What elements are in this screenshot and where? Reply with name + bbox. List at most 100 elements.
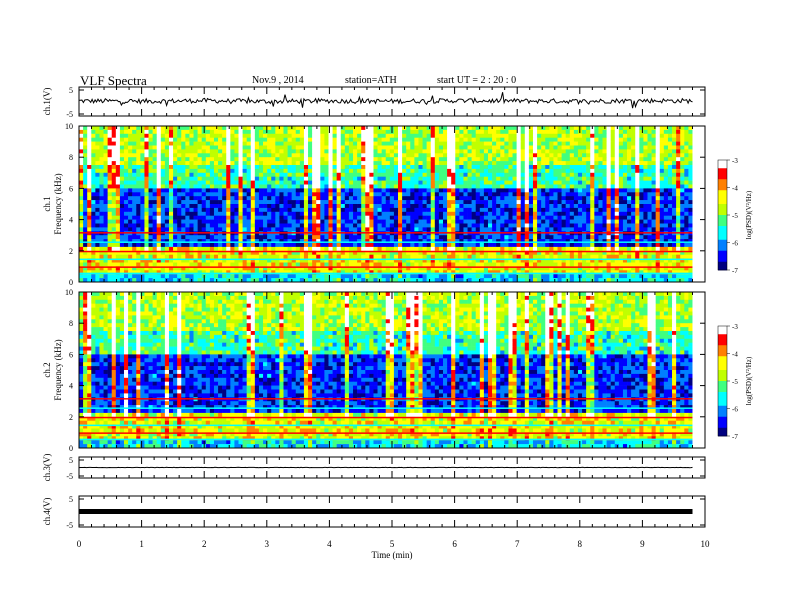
ch2-cell xyxy=(312,141,317,146)
ch2-cell xyxy=(316,243,321,248)
ch2-cell xyxy=(83,239,88,244)
ch2-cell xyxy=(418,204,423,209)
ch2-cell xyxy=(312,239,317,244)
ch2-cell xyxy=(627,141,632,146)
ch2-cell xyxy=(541,243,546,248)
ch2-cell xyxy=(312,168,317,174)
ch2-cell xyxy=(483,180,489,185)
ch2-cell xyxy=(189,219,194,224)
ch2-cell xyxy=(553,161,558,166)
ch2-cell xyxy=(316,204,321,209)
ch2-cell xyxy=(406,137,411,142)
ch2-cell xyxy=(308,215,313,220)
ch2-cell xyxy=(83,207,88,213)
ch2-cell xyxy=(663,211,669,216)
ch2-cell xyxy=(475,204,481,209)
ch2-cell xyxy=(107,126,113,131)
ch2-cell xyxy=(631,219,636,224)
ch2-cell xyxy=(234,223,239,228)
ch2-cell xyxy=(496,223,501,228)
ch2-cell xyxy=(618,188,624,193)
ch2-cell xyxy=(230,137,235,142)
ch2-cell xyxy=(545,157,550,162)
ch2-cell xyxy=(549,188,554,193)
ch2-cell xyxy=(213,196,219,201)
ch2-cell xyxy=(254,180,260,185)
ch2-cell xyxy=(524,153,530,158)
ch2-cell xyxy=(242,176,247,181)
ch2-cell xyxy=(263,165,268,170)
ch2-cell xyxy=(222,196,227,201)
ch2-cell xyxy=(123,243,129,248)
ch2-cell xyxy=(508,227,513,232)
ch2-cell xyxy=(209,219,215,224)
ch2-cell xyxy=(422,227,427,232)
ch2-cell xyxy=(569,126,575,131)
ch2-cell xyxy=(123,215,129,220)
ch2-cell xyxy=(242,243,247,248)
ch2-cell xyxy=(258,223,264,228)
ch2-cell xyxy=(254,133,260,138)
ch2-cell xyxy=(504,168,509,174)
ch2-cell xyxy=(242,165,247,170)
ch2-cell xyxy=(205,180,211,185)
ch2-cell xyxy=(242,215,247,220)
ch2-cell xyxy=(414,192,419,197)
ch2-cell xyxy=(287,184,292,189)
ch2-cell xyxy=(532,215,538,220)
ch2-cell xyxy=(492,196,497,201)
ch2-cell xyxy=(451,243,456,248)
ch2-cell xyxy=(246,192,252,197)
ch2-cell xyxy=(328,180,333,185)
ch2-cell xyxy=(537,243,542,248)
ch2-cell xyxy=(365,126,370,131)
ch2-cell xyxy=(627,126,632,131)
ch2-cell xyxy=(295,250,301,255)
ch2-cell xyxy=(258,239,264,244)
ch2-cell xyxy=(520,207,526,213)
ch2-cell xyxy=(610,141,616,146)
ch2-cell xyxy=(381,219,387,224)
ch2-cell xyxy=(573,126,579,131)
ch2-cell xyxy=(365,250,370,255)
ch2-cell xyxy=(242,207,247,213)
ch2-cell xyxy=(291,149,297,154)
ch2-cell xyxy=(553,184,558,189)
ch2-cell xyxy=(87,239,92,244)
ch2-cell xyxy=(549,219,554,224)
ch2-cell xyxy=(353,207,358,213)
ch2-cell xyxy=(598,246,603,252)
ch2-cell xyxy=(520,161,526,166)
ch2-cell xyxy=(471,235,477,240)
ch2-cell xyxy=(128,243,133,248)
ch2-cell xyxy=(594,204,599,209)
ch2-cell xyxy=(422,239,427,244)
ch2-cell xyxy=(398,239,403,244)
ch2-cell xyxy=(254,153,260,158)
ch2-cell xyxy=(639,145,644,150)
ch2-cell xyxy=(500,227,505,232)
ch2-cell xyxy=(487,157,493,162)
ch2-cell xyxy=(443,219,448,224)
ch2-cell xyxy=(246,168,252,174)
ch2-cell xyxy=(680,126,685,131)
ch2-cell xyxy=(532,219,538,224)
ch2-cell xyxy=(128,172,133,177)
ch2-cell xyxy=(516,211,522,216)
ch2-cell xyxy=(447,211,452,216)
ch2-cell xyxy=(426,207,432,213)
ch2-cell xyxy=(447,200,452,205)
ch2-cell xyxy=(332,211,337,216)
ch2-cell xyxy=(471,176,477,181)
ch2-cell xyxy=(107,145,113,150)
ch2-cell xyxy=(590,168,595,174)
ch2-cell xyxy=(197,223,202,228)
ch2-cell xyxy=(651,172,656,177)
ch2-cell xyxy=(602,215,607,220)
ch2-cell xyxy=(627,211,632,216)
ch2-cell xyxy=(181,172,186,177)
ch2-cell xyxy=(263,250,268,255)
ch2-cell xyxy=(651,211,656,216)
ch2-cell xyxy=(267,126,272,131)
ch2-cell xyxy=(201,133,207,138)
